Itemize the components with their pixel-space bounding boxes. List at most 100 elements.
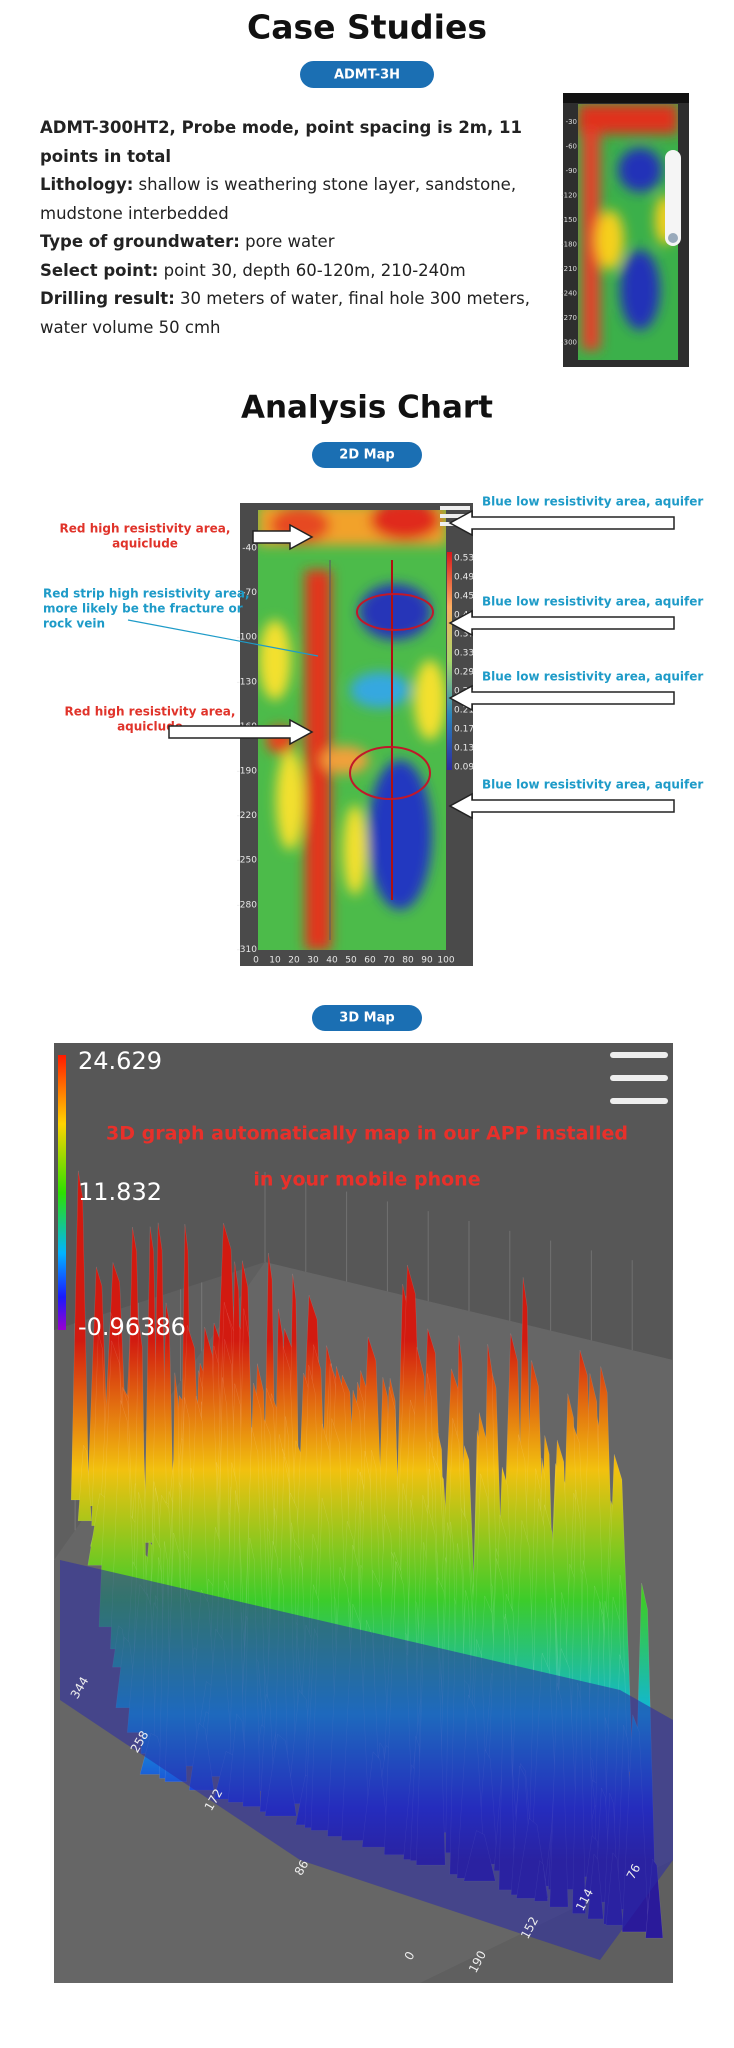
slider-knob	[668, 233, 678, 243]
heat-blob	[259, 620, 291, 700]
x-label: 100	[437, 956, 454, 966]
x-label: 20	[288, 956, 300, 966]
spec: Lithology: shallow is weathering stone l…	[40, 171, 555, 228]
highlight-circle	[356, 593, 434, 631]
depth-label: -100	[237, 633, 258, 643]
depth-label: -310	[237, 945, 258, 955]
heat-blob	[414, 660, 446, 740]
depth-label: -180	[561, 241, 577, 249]
menu-icon	[610, 1052, 668, 1058]
scale-label: 0.37	[454, 630, 474, 640]
spec-label: Select point:	[40, 260, 159, 280]
spec-text: 30 meters of water, final hole 300 meter…	[40, 289, 530, 337]
annotation-text: more likely be the fracture or	[43, 602, 243, 616]
caption: in your mobile phone	[253, 1169, 480, 1191]
x-label: 90	[421, 956, 433, 966]
scale-label: 0.17	[454, 725, 474, 735]
scale-label: 0.29	[454, 668, 474, 678]
depth-label: -70	[242, 588, 257, 598]
annotation-text: Blue low resistivity area, aquifer	[482, 595, 703, 609]
heat-blob	[276, 750, 304, 850]
annotation-text: Blue low resistivity area, aquifer	[482, 495, 703, 509]
arrow	[252, 523, 314, 551]
depth-label: -120	[561, 192, 577, 200]
colorbar-3d	[58, 1055, 66, 1330]
axis-label: 76	[624, 1862, 644, 1882]
scale-label: -0.96386	[78, 1313, 186, 1341]
scale-label: 0.49	[454, 573, 474, 583]
scale-label: 0.13	[454, 744, 474, 754]
specs: ADMT-300HT2, Probe mode, point spacing i…	[40, 114, 555, 342]
leader-line	[127, 619, 319, 657]
spec-text: point 30, depth 60-120m, 210-240m	[163, 260, 466, 280]
heat-blob	[359, 584, 431, 640]
scale-label: 0.21	[454, 706, 474, 716]
x-label: 0	[253, 956, 259, 966]
arrow	[448, 684, 675, 712]
depth-label: -90	[566, 167, 577, 175]
spec-label: Drilling result:	[40, 289, 175, 308]
depth-label: -300	[561, 339, 577, 347]
depth-label: -250	[237, 856, 258, 866]
heat-blob	[582, 130, 600, 350]
surface-peak	[77, 1444, 92, 1522]
spec: Select point: point 30, depth 60-120m, 2…	[40, 257, 555, 286]
depth-label: -190	[237, 767, 258, 777]
badge	[312, 442, 422, 468]
x-label: 60	[364, 956, 376, 966]
badge	[312, 1005, 422, 1031]
scale-label: 0.53	[454, 554, 474, 564]
heatmap-2d	[258, 510, 446, 950]
menu-icon	[440, 514, 470, 518]
arrow	[448, 509, 675, 537]
heat-blob	[620, 250, 660, 330]
heat-blob	[578, 104, 678, 134]
surface-3d	[60, 1170, 673, 1960]
x-label: 80	[402, 956, 414, 966]
axis-label: 86	[292, 1858, 312, 1878]
depth-label: -240	[561, 290, 577, 298]
spec-label: ADMT-300HT2, Probe mode, point spacing i…	[40, 118, 522, 166]
annotation-text: Red strip high resistivity area,	[43, 587, 250, 601]
annotation-text: Blue low resistivity area, aquifer	[482, 670, 703, 684]
spec-label: Lithology:	[40, 175, 134, 194]
phone-heatmap	[578, 104, 678, 360]
heat-blob	[618, 148, 662, 192]
phone-slider	[665, 150, 681, 246]
heat-blob	[343, 805, 367, 895]
arrow	[448, 609, 675, 637]
annotation-text: Red high resistivity area,	[65, 705, 236, 719]
badge	[300, 61, 434, 88]
scale-label: 0.09	[454, 763, 474, 773]
depth-label: -30	[566, 118, 577, 126]
x-label: 50	[345, 956, 357, 966]
section-title: Analysis Chart	[241, 390, 493, 426]
depth-label: -210	[561, 265, 577, 273]
phone-depths: -30 -60 -90 -120 -150 -180 -210 -240 -270 -300	[561, 118, 577, 347]
menu-icon	[440, 506, 470, 510]
spec-label: Type of groundwater:	[40, 232, 240, 251]
depth-label: -220	[237, 811, 258, 821]
heat-blob	[321, 746, 369, 774]
depth-label: -280	[237, 900, 258, 910]
surface-base	[60, 1560, 673, 1960]
depth-label: -40	[242, 544, 257, 554]
scale-label: 0.45	[454, 592, 474, 602]
annotation-text: Red high resistivity area,	[60, 522, 231, 536]
heat-blob	[350, 672, 410, 708]
arrow	[448, 792, 675, 820]
scale-label: 0.33	[454, 649, 474, 659]
badge-label: 2D Map	[339, 448, 394, 463]
badge-label: 3D Map	[339, 1011, 394, 1026]
x-label: 70	[383, 956, 395, 966]
colorbar-2d	[447, 552, 452, 770]
spec: Type of groundwater: pore water	[40, 228, 555, 257]
scale-label: 11.832	[78, 1178, 162, 1206]
caption: 3D graph automatically map in our APP in…	[106, 1123, 628, 1145]
depth-label: -130	[237, 677, 258, 687]
annotation-text: Blue low resistivity area, aquifer	[482, 778, 703, 792]
depth-label: -270	[561, 314, 577, 322]
heat-blob	[370, 510, 440, 540]
